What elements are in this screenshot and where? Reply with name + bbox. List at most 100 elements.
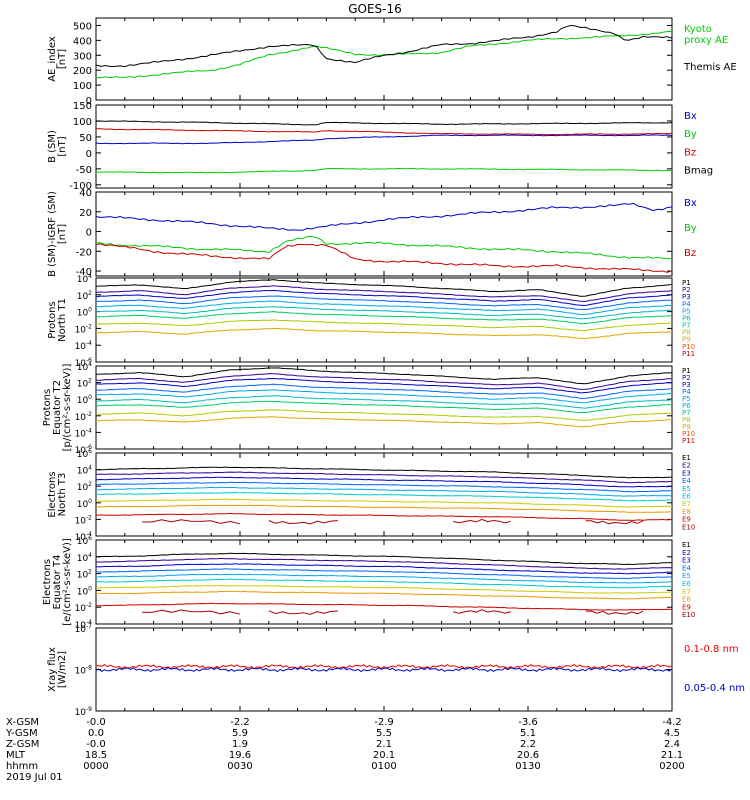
- ephemeris-value: 1.9: [232, 739, 248, 750]
- channel-label: P11: [682, 437, 695, 445]
- series-line-p3: [95, 289, 673, 307]
- series-line-bz: [95, 128, 673, 136]
- series-line-e2: [95, 557, 673, 570]
- panel-bsm: [95, 104, 673, 189]
- series-line-p6: [95, 395, 673, 409]
- series-line-bx: [95, 134, 673, 145]
- channel-label: E7: [682, 588, 691, 596]
- ephemeris-row-label: X-GSM: [6, 717, 39, 728]
- y-tick-exponent: 0: [88, 585, 92, 592]
- series-line-e1: [96, 466, 673, 479]
- series-fragment: [452, 518, 511, 524]
- series-line-p2: [95, 285, 673, 303]
- y-tick-exponent: 4: [88, 552, 92, 559]
- ephemeris-value: 5.1: [520, 728, 536, 739]
- series-line-e6: [95, 578, 673, 589]
- series-line-e8: [96, 590, 673, 600]
- y-tick-label: 104: [77, 552, 92, 564]
- y-axis-label: North T3: [57, 473, 68, 517]
- y-tick-label: 0: [86, 228, 92, 239]
- ephemeris-value: 0030: [227, 761, 252, 772]
- panel-bsmigrf: [95, 191, 673, 277]
- panel-ae: [95, 17, 673, 101]
- channel-label: E6: [682, 580, 691, 588]
- legend-label: By: [684, 129, 697, 140]
- ephemeris-row-label: Y-GSM: [5, 728, 38, 739]
- y-tick-exponent: -4: [86, 340, 92, 347]
- ephemeris-value: 4.5: [664, 728, 680, 739]
- channel-label: P1: [682, 279, 691, 287]
- ephemeris-value: 2.1: [376, 739, 392, 750]
- y-tick-label: 102: [77, 378, 92, 390]
- y-axis-label: B (SM)-IGRF (SM): [47, 191, 58, 277]
- channel-label: P10: [682, 343, 695, 351]
- series-line-e7: [95, 498, 673, 508]
- y-tick-label: -20: [76, 247, 92, 258]
- y-tick-label: 104: [77, 273, 92, 285]
- legend-label: Bz: [684, 248, 696, 259]
- ephemeris-row-label: Z-GSM: [6, 739, 39, 750]
- series-line-p1: [95, 279, 673, 297]
- legend-label: Bmag: [684, 165, 713, 176]
- series-line-p9: [95, 327, 673, 340]
- legend-label: proxy AE: [684, 35, 728, 46]
- legend-label: Bx: [684, 111, 697, 122]
- y-tick-label: 102: [77, 290, 92, 302]
- y-tick-exponent: -2: [86, 602, 92, 609]
- y-axis-label: Xray flux: [47, 647, 58, 692]
- y-axis-label: Electrons: [42, 559, 53, 605]
- legend-label: Themis AE: [683, 62, 737, 73]
- y-tick-exponent: -6: [86, 357, 92, 364]
- ephemeris-value: 0100: [371, 761, 396, 772]
- y-axis-label: Protons: [47, 301, 58, 338]
- y-tick-label: 100: [77, 498, 92, 510]
- series-line-e4: [95, 481, 673, 493]
- channel-label: E10: [682, 611, 695, 619]
- channel-label: P3: [682, 293, 691, 301]
- channel-label: E8: [682, 508, 691, 516]
- channel-label: E2: [682, 462, 691, 470]
- panel-electrons_t3: [95, 452, 673, 537]
- series-line-e9: [95, 602, 673, 611]
- y-axis-label: [p/(cm²-s-sr-keV)]: [62, 364, 73, 452]
- channel-label: E7: [682, 500, 691, 508]
- ephemeris-value: -4.2: [662, 717, 682, 728]
- series-line-p7: [96, 311, 673, 325]
- y-tick-exponent: 4: [88, 361, 92, 368]
- y-tick-exponent: 0: [88, 498, 92, 505]
- legend-label: 0.05-0.4 nm: [684, 683, 745, 694]
- series-line-e6: [95, 491, 673, 502]
- legend-label: Bz: [684, 147, 696, 158]
- series-line-e5: [95, 486, 673, 497]
- series-line-p5: [95, 389, 673, 404]
- channel-label: P8: [682, 416, 691, 424]
- channel-label: P10: [682, 430, 695, 438]
- series-line-e5: [95, 573, 673, 584]
- panel-protons_t1: [95, 277, 673, 363]
- y-tick-exponent: -6: [86, 444, 92, 451]
- y-tick-label: 50: [79, 133, 92, 144]
- series-line-p6: [95, 306, 673, 320]
- y-axis-label: Equator T2: [52, 380, 63, 435]
- legend-label: Kyoto: [684, 24, 712, 35]
- series-line-xray-1: [95, 666, 673, 673]
- series-line-p4: [95, 295, 673, 311]
- series-line-e3: [95, 476, 673, 488]
- y-tick-label: 200: [73, 66, 92, 77]
- y-tick-label: 0: [86, 96, 92, 107]
- series-line-themis-ae: [95, 24, 673, 68]
- y-tick-label: 20: [79, 208, 92, 219]
- y-tick-label: 10-2: [75, 602, 93, 614]
- y-tick-exponent: 6: [88, 535, 92, 542]
- panel-electrons_t4: [95, 539, 673, 625]
- series-line-p9: [95, 416, 673, 428]
- series-line-bx: [95, 202, 673, 231]
- channel-label: E8: [682, 596, 691, 604]
- series-line-e9: [95, 512, 673, 521]
- y-axis-label: Equator T4: [52, 555, 63, 610]
- series-line-kyoto-proxy-ae: [95, 30, 673, 79]
- channel-label: E1: [682, 541, 691, 549]
- y-tick-label: 106: [77, 535, 92, 547]
- y-tick-label: 10-2: [75, 323, 93, 335]
